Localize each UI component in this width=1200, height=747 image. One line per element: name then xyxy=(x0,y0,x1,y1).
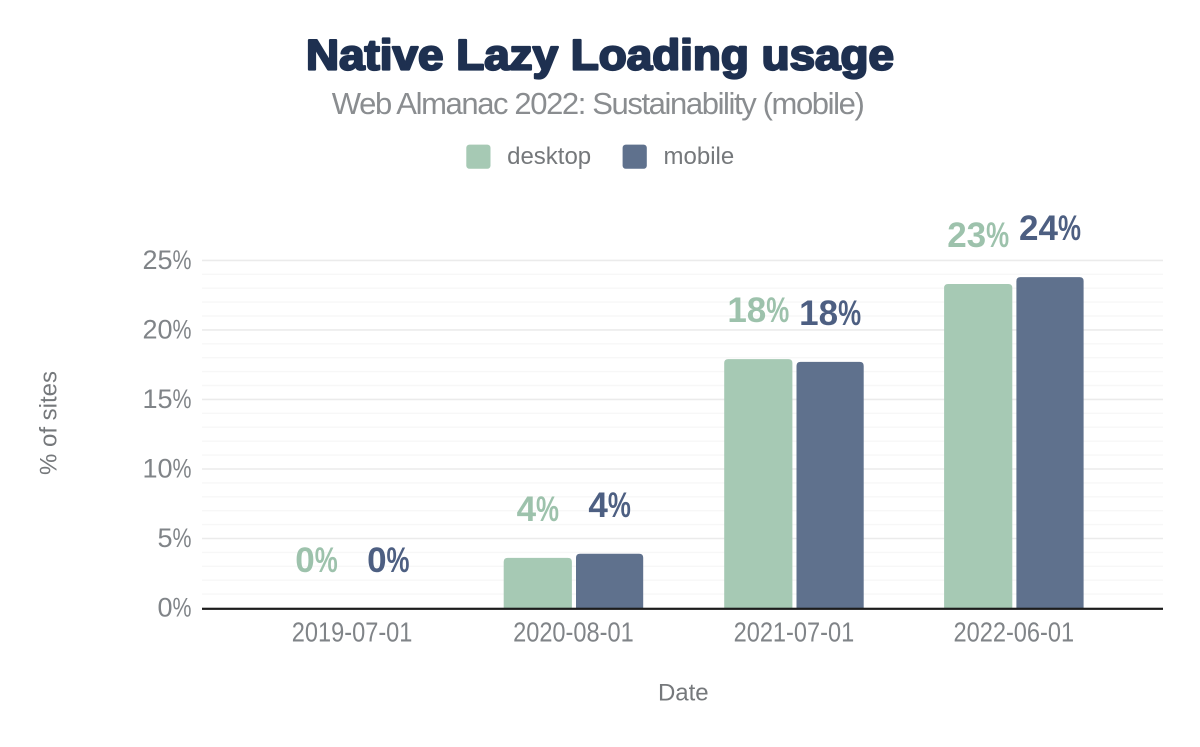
svg-text:0%: 0% xyxy=(157,593,191,623)
svg-text:2020-08-01: 2020-08-01 xyxy=(513,616,634,647)
svg-text:2019-07-01: 2019-07-01 xyxy=(292,616,413,647)
svg-text:Web Almanac 2022: Sustainabili: Web Almanac 2022: Sustainability (mobile… xyxy=(332,86,865,121)
svg-text:4%: 4% xyxy=(588,486,630,525)
svg-text:23%: 23% xyxy=(947,216,1009,255)
svg-text:% of sites: % of sites xyxy=(36,371,63,475)
svg-text:0%: 0% xyxy=(295,541,337,580)
svg-text:mobile: mobile xyxy=(664,143,735,170)
svg-text:desktop: desktop xyxy=(507,143,591,170)
svg-text:2022-06-01: 2022-06-01 xyxy=(954,616,1075,647)
svg-text:24%: 24% xyxy=(1019,209,1081,248)
svg-text:4%: 4% xyxy=(517,490,559,529)
svg-text:25%: 25% xyxy=(142,245,191,275)
svg-text:Native Lazy Loading usage: Native Lazy Loading usage xyxy=(306,33,894,80)
svg-text:0%: 0% xyxy=(367,541,409,580)
svg-text:Date: Date xyxy=(658,679,709,706)
svg-text:18%: 18% xyxy=(727,291,789,330)
svg-text:10%: 10% xyxy=(142,454,191,484)
svg-text:5%: 5% xyxy=(157,523,191,553)
svg-text:18%: 18% xyxy=(799,294,861,333)
svg-text:20%: 20% xyxy=(142,314,191,344)
svg-text:15%: 15% xyxy=(142,384,191,414)
svg-text:2021-07-01: 2021-07-01 xyxy=(734,616,855,647)
